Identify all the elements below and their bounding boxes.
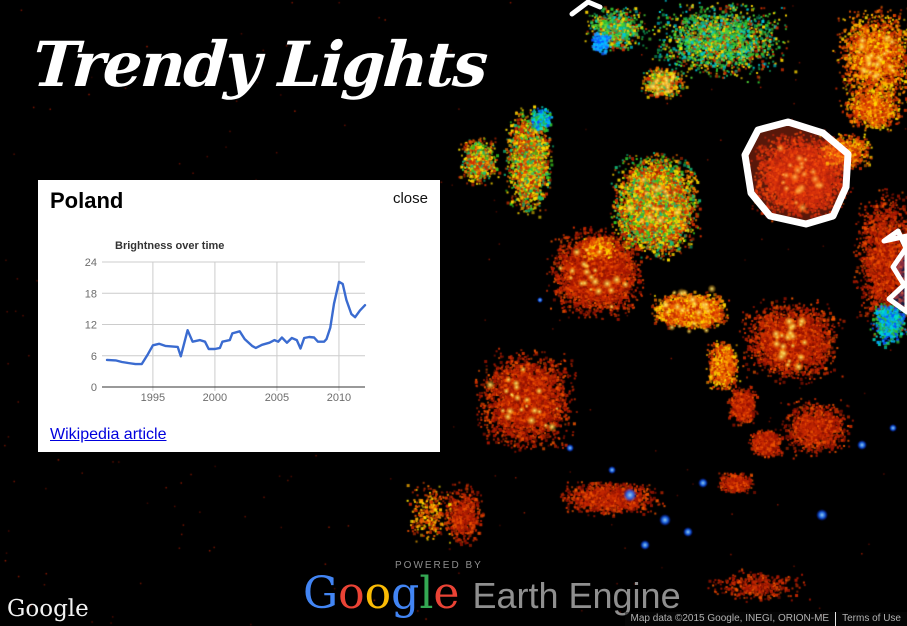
chart-series-line (105, 280, 367, 366)
chart-x-tick-label: 1995 (141, 392, 165, 404)
google-logo-letter: o (364, 568, 392, 619)
brightness-chart: Brightness over time 1995 2000 2005 2010 0 6 12… (85, 240, 367, 404)
google-logo-letter: l (419, 568, 434, 619)
app-title: Trendy Lights (30, 28, 489, 101)
google-logo-letter: G (303, 568, 339, 619)
info-panel: Poland close Brightness over time 1995 200… (38, 180, 440, 452)
google-logo: Google (303, 572, 459, 616)
chart-y-tick-label: 18 (85, 288, 97, 300)
selected-region-outline-poland[interactable] (741, 118, 852, 228)
chart-y-tick-label: 0 (91, 382, 97, 394)
chart-y-tick-label: 12 (85, 320, 97, 332)
region-outline-east-partial[interactable] (881, 228, 907, 315)
google-logo-letter: g (391, 568, 420, 619)
earth-engine-label: Earth Engine (472, 575, 681, 616)
powered-by-label: POWERED BY (395, 560, 483, 571)
chart-x-tick-label: 2000 (203, 392, 227, 404)
panel-title: Poland (50, 188, 124, 213)
chart-y-tick-label: 6 (91, 351, 97, 363)
map-attribution-bar: Map data ©2015 Google, INEGI, ORION-ME T… (624, 612, 907, 626)
chart-y-tick-label: 24 (85, 257, 97, 269)
google-logo-letter: e (433, 568, 460, 619)
close-button[interactable]: close (392, 190, 428, 207)
terms-of-use-link[interactable]: Terms of Use (835, 612, 907, 626)
chart-x-tick-label: 2005 (265, 392, 289, 404)
region-outline-top-fragment (569, 0, 603, 17)
map-data-attribution: Map data ©2015 Google, INEGI, ORION-ME (630, 613, 830, 624)
google-maps-watermark-logo[interactable]: Google (7, 596, 89, 622)
wikipedia-link[interactable]: Wikipedia article (50, 426, 167, 443)
chart-x-tick-label: 2010 (327, 392, 351, 404)
google-logo-letter: o (338, 568, 365, 619)
chart-title: Brightness over time (115, 240, 224, 252)
earth-engine-lockup: POWERED BY Google Earth Engine (303, 560, 681, 616)
